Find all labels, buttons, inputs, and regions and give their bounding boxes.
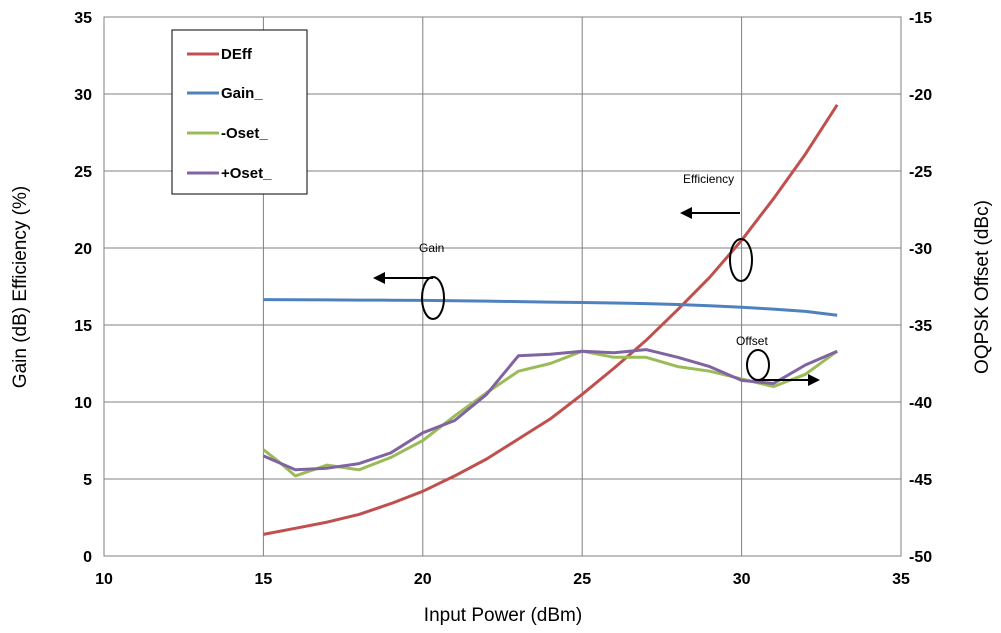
gain-arrow-head xyxy=(373,272,385,284)
series-lines xyxy=(262,103,839,536)
legend-label-plus-oset: +Oset_ xyxy=(221,165,272,182)
legend-label-minus-oset: -Oset_ xyxy=(221,125,268,142)
y-tick-label: 15 xyxy=(74,318,92,335)
efficiency-annotation: Efficiency xyxy=(680,172,753,282)
y2-tick-label: -25 xyxy=(909,164,932,181)
plot-area-border xyxy=(103,16,902,557)
x-axis-title: Input Power (dBm) xyxy=(424,605,582,626)
x-tick-label: 25 xyxy=(573,571,591,588)
gain-callout-ellipse xyxy=(421,276,445,320)
y-tick-label: 5 xyxy=(83,472,92,489)
y2-tick-label: -45 xyxy=(909,472,932,489)
efficiency-callout-ellipse xyxy=(729,238,753,282)
y2-tick-label: -15 xyxy=(909,10,932,27)
legend: DEff Gain_ -Oset_ +Oset_ xyxy=(171,29,308,195)
efficiency-arrow-head xyxy=(680,207,692,219)
annotation-offset-label: Offset xyxy=(736,334,768,348)
annotation-efficiency-label: Efficiency xyxy=(683,172,734,186)
series-line-gain xyxy=(263,298,838,317)
y2-axis-ticks: -50 -45 -40 -35 -30 -25 -20 -15 xyxy=(909,10,932,566)
x-tick-label: 30 xyxy=(733,571,751,588)
legend-box xyxy=(171,29,308,195)
legend-label-gain: Gain_ xyxy=(221,85,263,102)
annotation-gain-label: Gain xyxy=(419,241,444,255)
x-tick-label: 35 xyxy=(892,571,910,588)
y2-tick-label: -50 xyxy=(909,549,932,566)
offset-arrow-head xyxy=(808,374,820,386)
legend-label-deff: DEff xyxy=(221,46,253,63)
offset-annotation: Offset xyxy=(736,334,820,386)
y2-axis-title: OQPSK Offset (dBc) xyxy=(972,200,993,374)
y2-tick-label: -35 xyxy=(909,318,932,335)
y2-tick-label: -30 xyxy=(909,241,932,258)
y2-tick-label: -20 xyxy=(909,87,932,104)
series-line-deff xyxy=(263,103,839,536)
x-axis-ticks: 10 15 20 25 30 35 xyxy=(95,571,910,588)
y-axis-ticks: 0 5 10 15 20 25 30 35 xyxy=(74,10,92,566)
series-line-oset xyxy=(262,349,839,478)
y2-tick-label: -40 xyxy=(909,395,932,412)
y-tick-label: 30 xyxy=(74,87,92,104)
y-tick-label: 20 xyxy=(74,241,92,258)
offset-callout-ellipse xyxy=(746,349,770,381)
y-tick-label: 0 xyxy=(83,549,92,566)
y-tick-label: 25 xyxy=(74,164,92,181)
x-tick-label: 10 xyxy=(95,571,113,588)
y-tick-label: 35 xyxy=(74,10,92,27)
series-line-oset xyxy=(262,348,838,472)
y-tick-label: 10 xyxy=(74,395,92,412)
x-tick-label: 15 xyxy=(255,571,273,588)
x-tick-label: 20 xyxy=(414,571,432,588)
gain-annotation: Gain xyxy=(373,241,445,320)
y-axis-title: Gain (dB) Efficiency (%) xyxy=(10,186,31,388)
